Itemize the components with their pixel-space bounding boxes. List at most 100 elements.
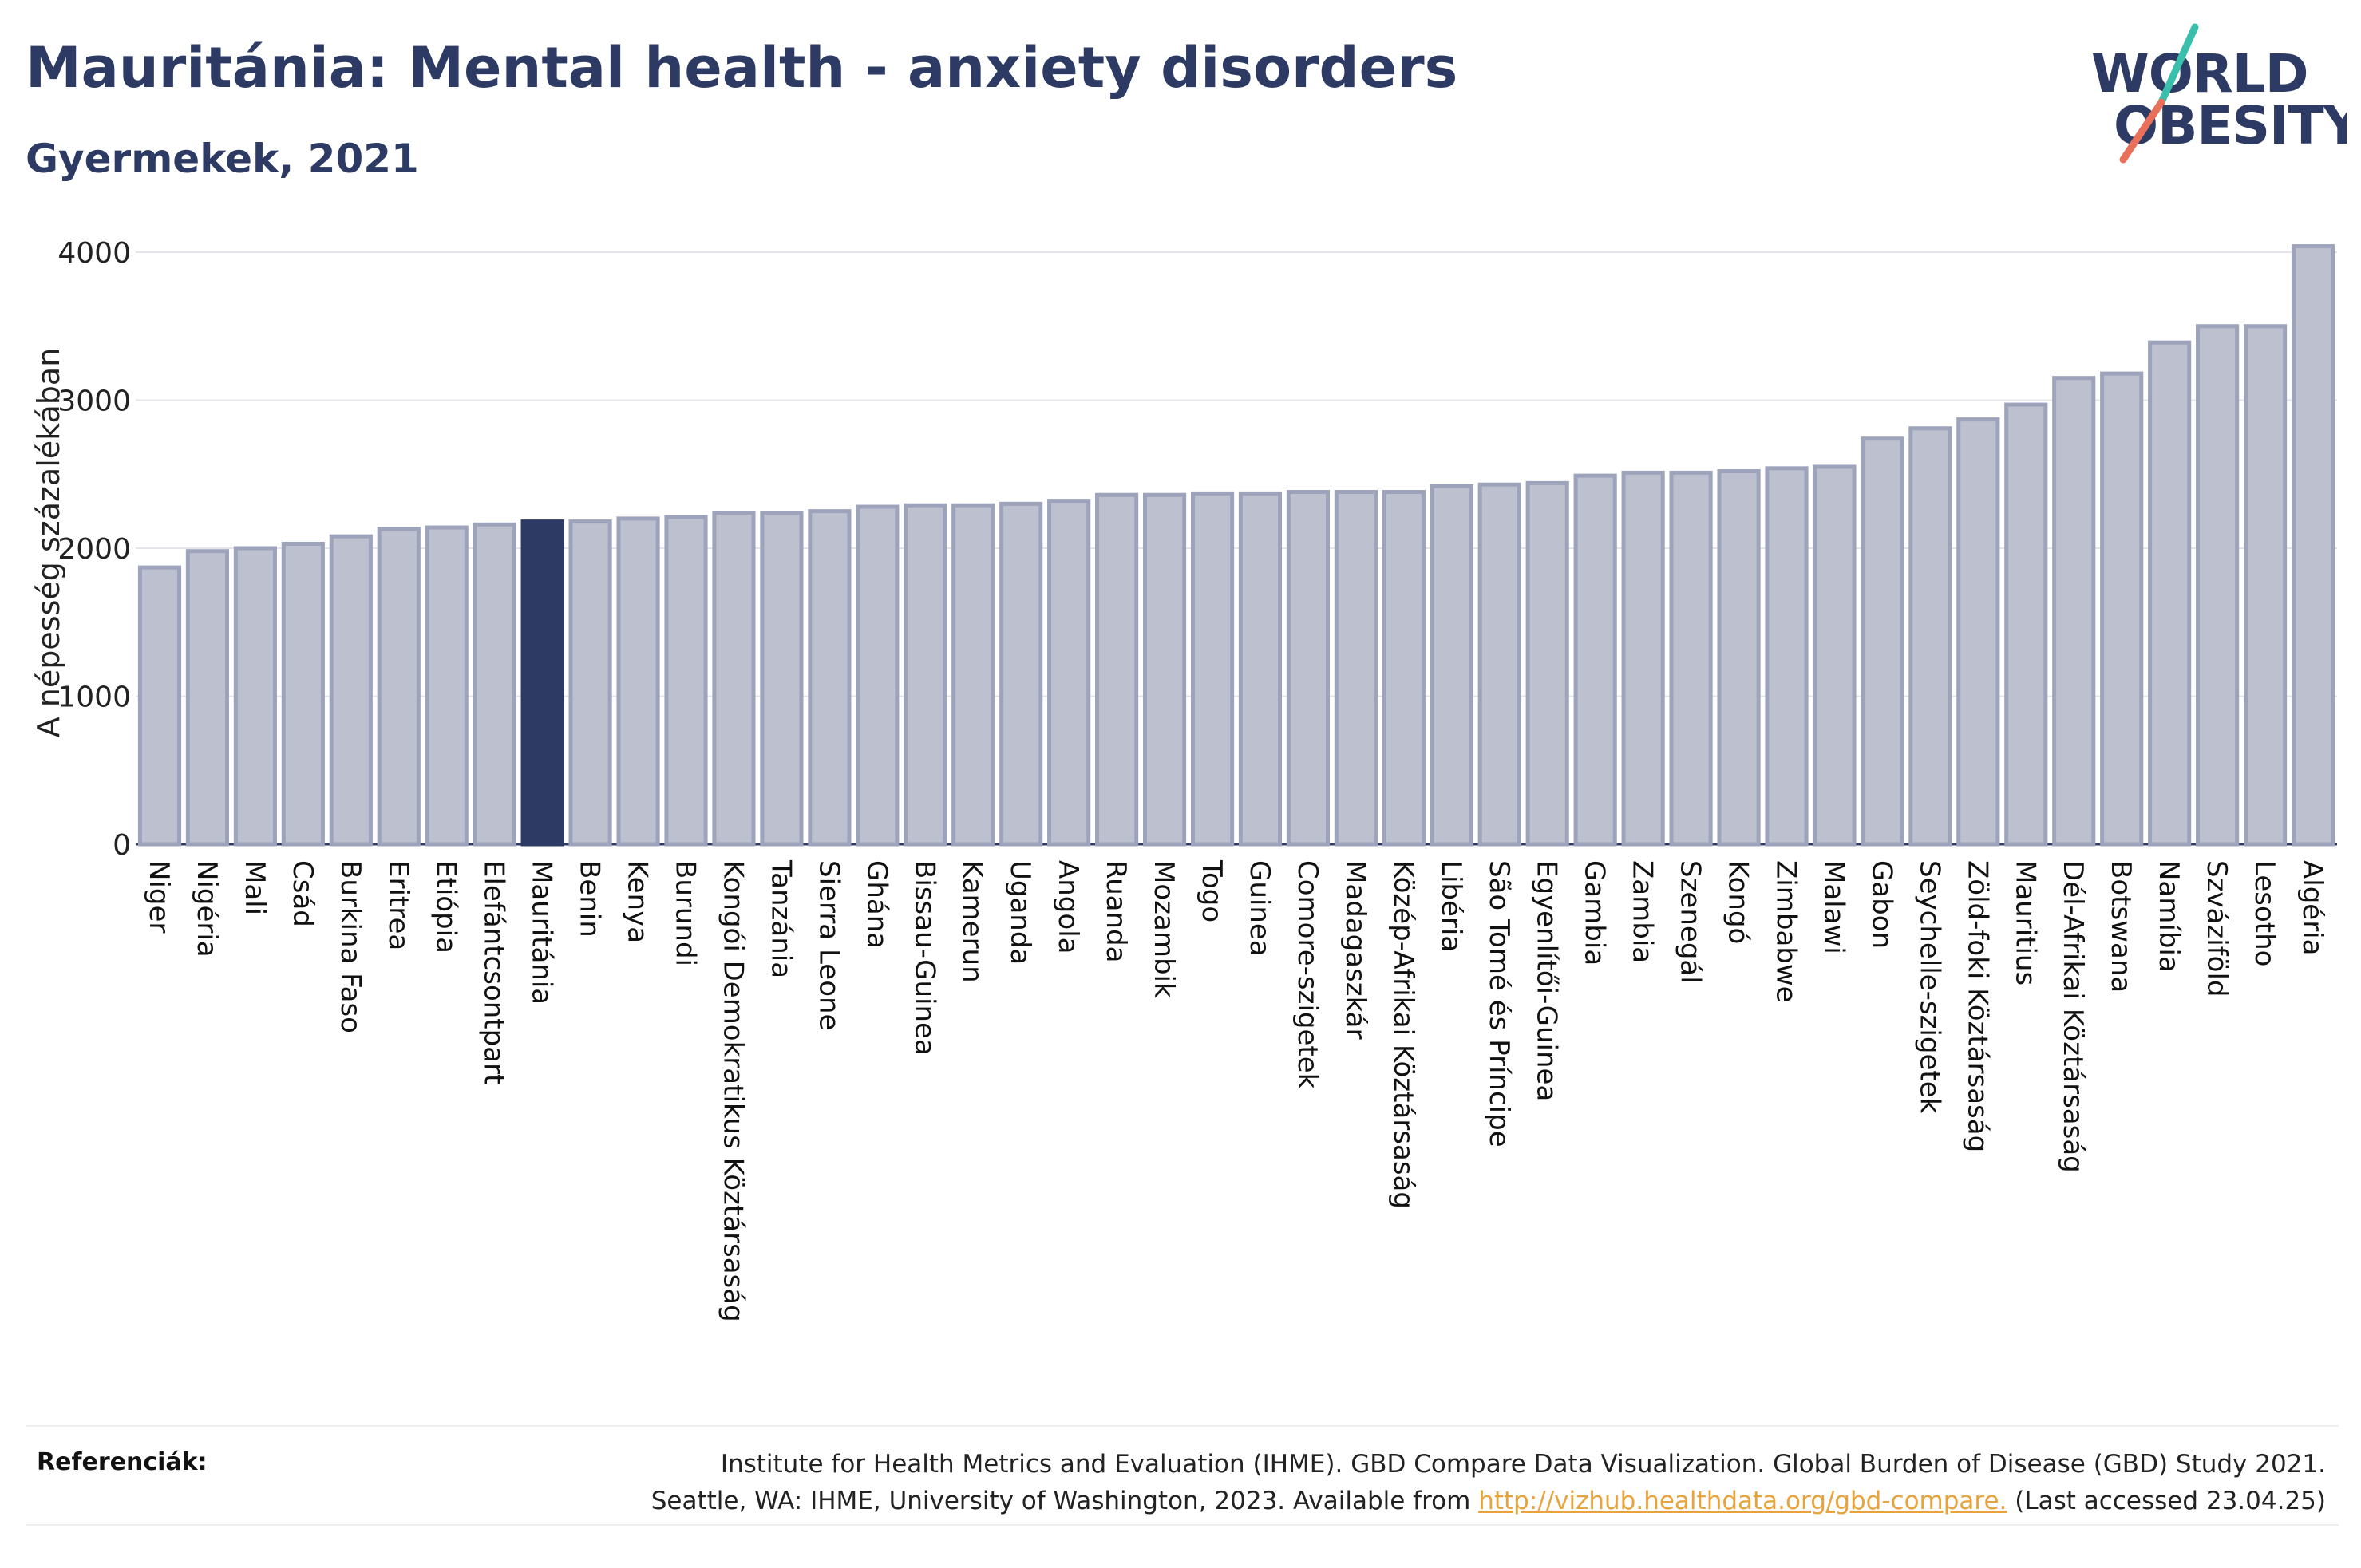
- x-tick-label: Botswana: [2105, 860, 2137, 993]
- y-axis-label: A népesség százalékában: [31, 348, 66, 738]
- bar-kenya[interactable]: [616, 516, 660, 847]
- bar-zambia[interactable]: [1621, 470, 1665, 847]
- bar-z-ld-foki-k-zt-rsas-g[interactable]: [1956, 417, 2000, 847]
- x-axis-labels: Niger Nigéria Mali Csád Burkina Faso Eritrea E…: [143, 859, 2328, 1322]
- bar-uganda[interactable]: [999, 501, 1043, 847]
- logo-word-world: WORLD: [2091, 43, 2308, 105]
- bar-ruanda[interactable]: [1095, 492, 1139, 847]
- bar-kong-[interactable]: [1717, 469, 1761, 847]
- y-tick-label: 0: [113, 829, 131, 862]
- x-tick-label: Mauritius: [2009, 860, 2041, 985]
- bar-burkina-faso[interactable]: [329, 534, 373, 847]
- bar-mauritius[interactable]: [2004, 402, 2048, 847]
- bar-chart: 0 1000 2000 3000 4000 Niger Nigéria Mali Csád Bu…: [31, 237, 2337, 1322]
- bar-tanz-nia[interactable]: [760, 510, 804, 847]
- bar-bissau-guinea[interactable]: [904, 503, 947, 847]
- bar-eti-pia[interactable]: [425, 525, 469, 847]
- x-tick-label: Nigéria: [191, 860, 223, 958]
- bar-k-z-p-afrikai-k-zt-rsas-g[interactable]: [1382, 490, 1426, 847]
- x-tick-label: Csád: [287, 860, 318, 927]
- bar-nam-bia[interactable]: [2148, 340, 2192, 847]
- references-line-1: Institute for Health Metrics and Evaluat…: [720, 1450, 2326, 1479]
- x-tick-label: Benin: [574, 860, 606, 938]
- bar-malawi[interactable]: [1813, 464, 1857, 847]
- bar-gh-na[interactable]: [856, 504, 900, 847]
- bar-nig-ria[interactable]: [185, 549, 230, 847]
- bar-mali[interactable]: [233, 546, 277, 847]
- bar-maurit-nia[interactable]: [520, 519, 564, 847]
- references-line-2-prefix: Seattle, WA: IHME, University of Washing…: [651, 1487, 1471, 1515]
- x-tick-label: Guinea: [1244, 860, 1275, 957]
- bar-d-l-afrikai-k-zt-rsas-g[interactable]: [2052, 376, 2096, 847]
- y-axis-ticks: 0 1000 2000 3000 4000: [57, 237, 131, 862]
- x-tick-label: Mozambik: [1148, 860, 1180, 998]
- bar-eritrea[interactable]: [377, 527, 421, 847]
- x-tick-label: Malawi: [1817, 860, 1849, 954]
- x-tick-label: Zambia: [1627, 860, 1659, 963]
- bar-sierra-leone[interactable]: [808, 509, 852, 847]
- bar-niger[interactable]: [137, 565, 182, 847]
- x-tick-label: Elefántcsontpart: [478, 860, 510, 1084]
- x-tick-label: Gabon: [1865, 860, 1897, 949]
- x-tick-label: Comore-szigetek: [1291, 860, 1323, 1089]
- bar-comore-szigetek[interactable]: [1286, 490, 1331, 847]
- y-tick-label: 2000: [57, 533, 131, 566]
- x-tick-label: Eritrea: [382, 860, 414, 950]
- chart-subtitle: Gyermekek, 2021: [26, 136, 419, 182]
- x-tick-label: Etiópia: [430, 860, 462, 954]
- bar-guinea[interactable]: [1238, 491, 1283, 847]
- x-tick-label: Mali: [239, 860, 271, 915]
- x-tick-label: Seychelle-szigetek: [1913, 860, 1945, 1114]
- bar-szeneg-l[interactable]: [1669, 470, 1713, 847]
- bar-burundi[interactable]: [664, 515, 708, 847]
- bar-kamerun[interactable]: [951, 503, 995, 847]
- bar-gabon[interactable]: [1861, 436, 1904, 847]
- x-tick-label: Togo: [1196, 859, 1228, 922]
- bar-gambia[interactable]: [1573, 473, 1617, 847]
- x-tick-label: Tanzánia: [765, 859, 797, 978]
- references-label: Referenciák:: [37, 1448, 208, 1476]
- chart-title: Mauritánia: Mental health - anxiety diso…: [26, 35, 1458, 101]
- references-link[interactable]: http://vizhub.healthdata.org/gbd-compare…: [1478, 1487, 2007, 1515]
- x-tick-label: Dél-Afrikai Köztársaság: [2057, 860, 2089, 1173]
- bar-elef-ntcsontpart[interactable]: [473, 522, 516, 847]
- logo-word-obesity: OBESITY: [2114, 95, 2347, 156]
- y-tick-label: 4000: [57, 237, 131, 270]
- bar-szv-zif-ld[interactable]: [2196, 324, 2240, 847]
- bar-seychelle-szigetek[interactable]: [1908, 426, 1952, 847]
- bar-botswana[interactable]: [2100, 371, 2144, 847]
- x-tick-label: Szváziföld: [2201, 860, 2232, 997]
- bar-alg-ria[interactable]: [2291, 244, 2335, 847]
- world-obesity-logo: WORLD OBESITY: [2091, 23, 2347, 164]
- x-tick-label: Kamerun: [956, 860, 988, 983]
- y-tick-label: 1000: [57, 681, 131, 714]
- x-tick-label: Ghána: [860, 860, 892, 949]
- bar-togo[interactable]: [1190, 491, 1235, 847]
- bar-lesotho[interactable]: [2243, 324, 2288, 847]
- footer-divider-bottom: [26, 1524, 2339, 1526]
- bar-benin[interactable]: [568, 519, 612, 847]
- bar-lib-ria[interactable]: [1430, 484, 1473, 847]
- bar-angola[interactable]: [1047, 499, 1091, 847]
- y-tick-label: 3000: [57, 385, 131, 418]
- x-tick-label: Ruanda: [1100, 860, 1132, 962]
- x-tick-label: Bissau-Guinea: [908, 860, 940, 1056]
- references-text: Institute for Health Metrics and Evaluat…: [490, 1446, 2326, 1519]
- bars: [137, 244, 2335, 847]
- bar-cs-d[interactable]: [281, 541, 325, 847]
- bar-madagaszk-r[interactable]: [1334, 490, 1378, 847]
- bar-egyenl-t-i-guinea[interactable]: [1525, 480, 1569, 847]
- bar-mozambik[interactable]: [1142, 492, 1187, 847]
- bar-zimbabwe[interactable]: [1765, 466, 1809, 847]
- x-tick-label: Algéria: [2296, 860, 2328, 955]
- x-tick-label: Sierra Leone: [813, 860, 844, 1030]
- x-tick-label: Burundi: [670, 860, 702, 966]
- references-line-2-suffix: (Last accessed 23.04.25): [2015, 1487, 2326, 1515]
- x-tick-label: Szenegál: [1675, 860, 1706, 984]
- x-tick-label: Libéria: [1435, 860, 1467, 952]
- bar-kong-i-demokratikus-k-zt-rsas-g[interactable]: [712, 510, 756, 847]
- bar-s-o-tom-s-pr-ncipe[interactable]: [1477, 482, 1521, 847]
- x-tick-label: Mauritánia: [526, 860, 558, 1005]
- x-tick-label: São Tomé és Príncipe: [1483, 860, 1515, 1147]
- x-tick-label: Kenya: [622, 860, 654, 943]
